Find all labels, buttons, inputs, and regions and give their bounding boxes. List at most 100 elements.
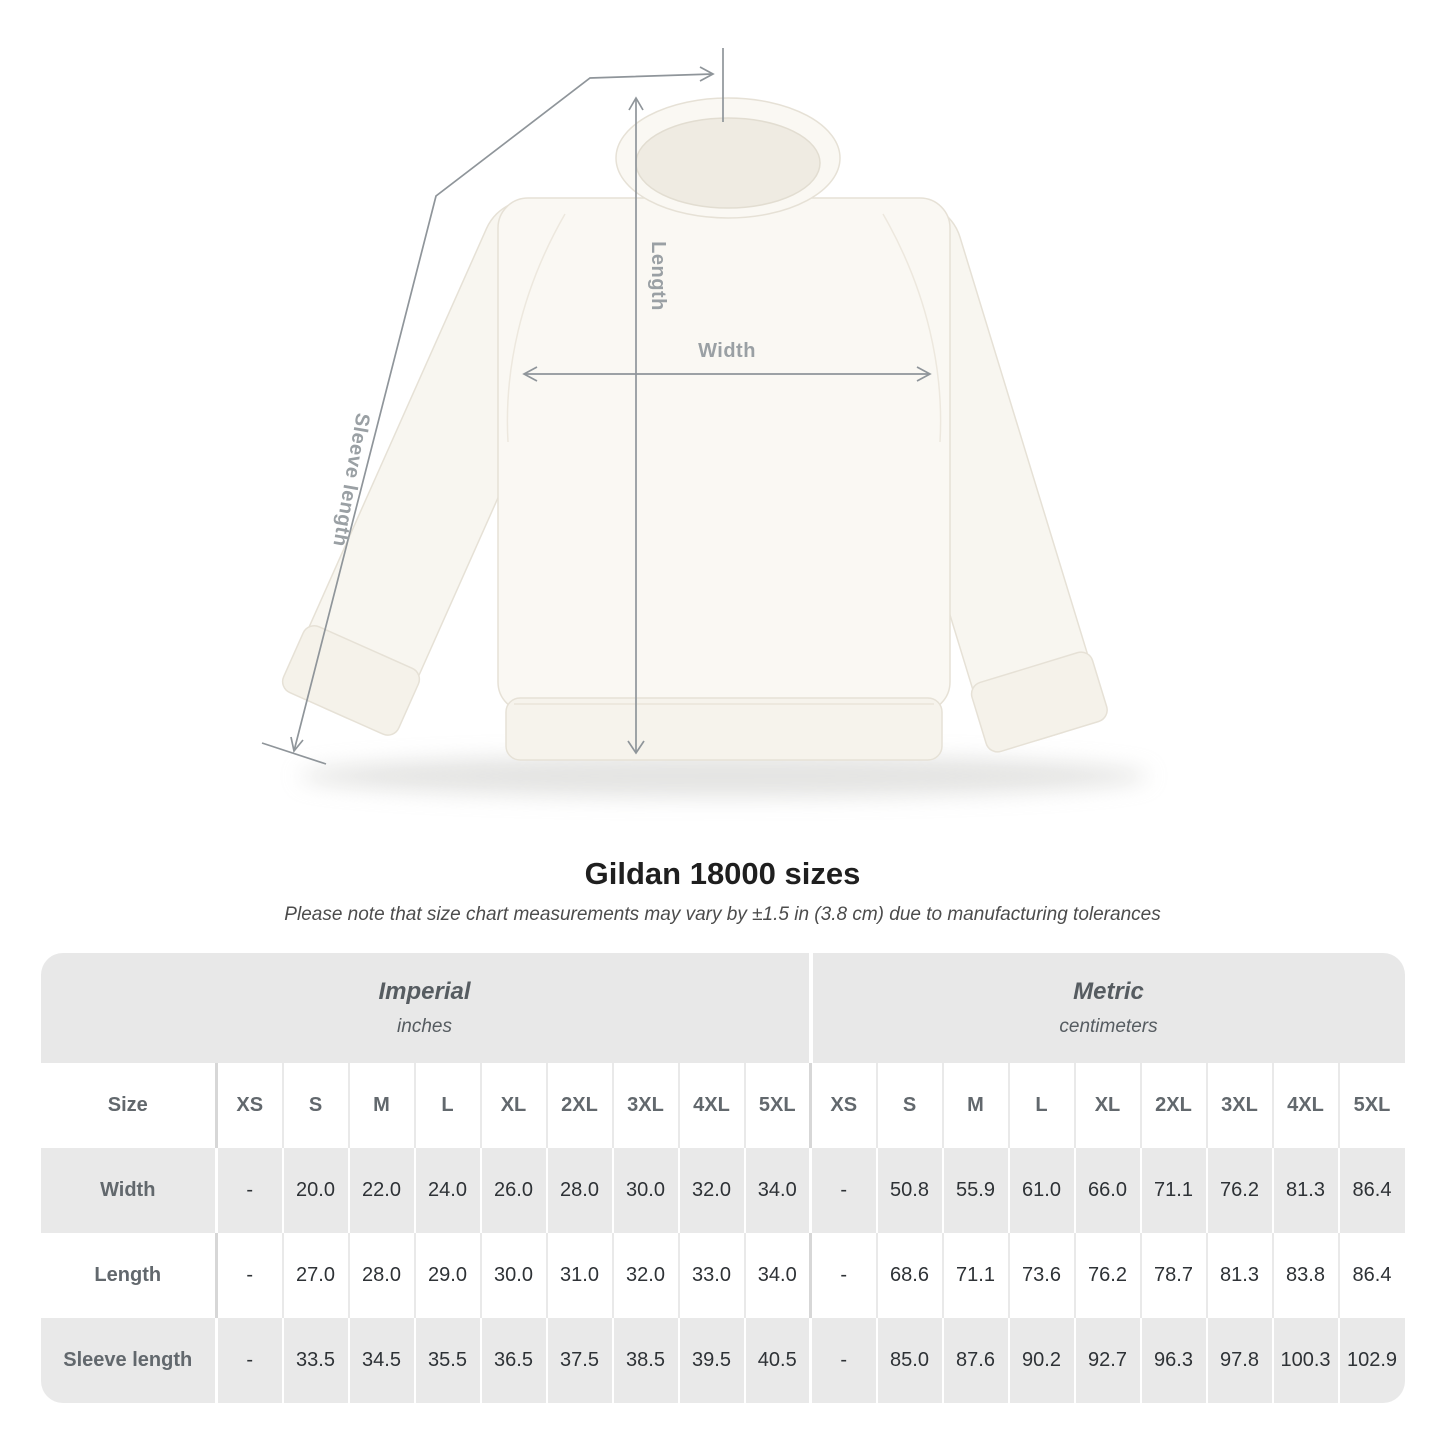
metric-system-label: Metric (1073, 978, 1144, 1005)
sweatshirt-measurement-diagram: Length Width Sleeve length (261, 48, 1149, 797)
value-cell: 30.0 (479, 1233, 547, 1318)
tolerance-note: Please note that size chart measurements… (284, 904, 1161, 925)
value-cell: 81.3 (1271, 1148, 1339, 1233)
value-cell: 37.5 (545, 1318, 613, 1403)
size-column-header: M (941, 1063, 1009, 1148)
value-cell: 36.5 (479, 1318, 547, 1403)
value-cell: 35.5 (413, 1318, 481, 1403)
size-column-header: 4XL (677, 1063, 745, 1148)
right-armhole-seam (882, 213, 942, 443)
length-label: Length (647, 241, 669, 311)
value-cell: 78.7 (1139, 1233, 1207, 1318)
value-cell: 86.4 (1337, 1148, 1405, 1233)
unit-header-row: Imperial inches Metric centimeters (40, 953, 1405, 1063)
value-cell: 76.2 (1073, 1233, 1141, 1318)
value-cell: 102.9 (1337, 1318, 1405, 1403)
value-cell: 31.0 (545, 1233, 613, 1318)
value-cell: - (215, 1233, 283, 1318)
measurement-lines (261, 48, 932, 765)
size-column-header: S (281, 1063, 349, 1148)
size-column-header: 3XL (611, 1063, 679, 1148)
size-column-header: L (1007, 1063, 1075, 1148)
value-cell: 87.6 (941, 1318, 1009, 1403)
length-measure-line (627, 96, 645, 755)
value-cell: - (215, 1318, 283, 1403)
row-label: Length (40, 1233, 217, 1318)
size-column-header: 3XL (1205, 1063, 1273, 1148)
value-cell: 34.0 (743, 1233, 811, 1318)
value-cell: 86.4 (1337, 1233, 1405, 1318)
value-cell: 24.0 (413, 1148, 481, 1233)
sleeve-measure-line (261, 48, 724, 765)
value-cell: 38.5 (611, 1318, 679, 1403)
size-header-row: Size XS S M L XL 2XL 3XL 4XL 5XL XS S M L XL 2XL 3XL 4XL… (40, 1063, 1405, 1148)
value-cell: 29.0 (413, 1233, 481, 1318)
value-cell: - (215, 1148, 283, 1233)
table-row: Sleeve length -33.5 34.5 35.5 36.5 37.5 38.5 39… (40, 1318, 1405, 1403)
size-diagram-figure: Length Width Sleeve length (261, 48, 1149, 797)
value-cell: 61.0 (1007, 1148, 1075, 1233)
value-cell: 40.5 (743, 1318, 811, 1403)
value-cell: 33.5 (281, 1318, 349, 1403)
value-cell: 90.2 (1007, 1318, 1075, 1403)
garment-shadow (299, 755, 1149, 797)
size-column-header: 2XL (1139, 1063, 1207, 1148)
size-column-header: XS (809, 1063, 877, 1148)
size-column-header: 5XL (743, 1063, 811, 1148)
value-cell: 33.0 (677, 1233, 745, 1318)
size-column-header: M (347, 1063, 415, 1148)
value-cell: - (809, 1318, 877, 1403)
value-cell: 100.3 (1271, 1318, 1339, 1403)
value-cell: 34.0 (743, 1148, 811, 1233)
value-cell: 68.6 (875, 1233, 943, 1318)
imperial-unit-label: inches (397, 1016, 452, 1037)
value-cell: 27.0 (281, 1233, 349, 1318)
left-armhole-seam (506, 213, 566, 443)
sweatshirt-illustration (281, 97, 1108, 761)
value-cell: 55.9 (941, 1148, 1009, 1233)
size-column-header: XS (215, 1063, 283, 1148)
page-title: Gildan 18000 sizes (584, 856, 861, 891)
value-cell: 71.1 (941, 1233, 1009, 1318)
value-cell: 26.0 (479, 1148, 547, 1233)
width-measure-line (522, 366, 932, 382)
size-column-header: XL (479, 1063, 547, 1148)
collar-opening (635, 117, 821, 209)
size-column-header: 2XL (545, 1063, 613, 1148)
size-column-header: L (413, 1063, 481, 1148)
value-cell: 92.7 (1073, 1318, 1141, 1403)
value-cell: 30.0 (611, 1148, 679, 1233)
value-cell: 66.0 (1073, 1148, 1141, 1233)
value-cell: 34.5 (347, 1318, 415, 1403)
value-cell: 97.8 (1205, 1318, 1273, 1403)
value-cell: 83.8 (1271, 1233, 1339, 1318)
value-cell: 76.2 (1205, 1148, 1273, 1233)
value-cell: 22.0 (347, 1148, 415, 1233)
value-cell: 50.8 (875, 1148, 943, 1233)
value-cell: 20.0 (281, 1148, 349, 1233)
imperial-system-label: Imperial (378, 978, 471, 1005)
table-row: Length -27.0 28.0 29.0 30.0 31.0 32.0 33.0 34.0-… (40, 1233, 1405, 1318)
value-cell: 39.5 (677, 1318, 745, 1403)
value-cell: 96.3 (1139, 1318, 1207, 1403)
torso (497, 197, 951, 713)
table-row: Width -20.0 22.0 24.0 26.0 28.0 30.0 32.0 34.0-5… (40, 1148, 1405, 1233)
size-column-header: XL (1073, 1063, 1141, 1148)
hem-band (505, 697, 943, 761)
value-cell: 32.0 (611, 1233, 679, 1318)
width-label: Width (698, 340, 756, 362)
value-cell: 71.1 (1139, 1148, 1207, 1233)
value-cell: 81.3 (1205, 1233, 1273, 1318)
value-cell: 28.0 (347, 1233, 415, 1318)
value-cell: 32.0 (677, 1148, 745, 1233)
right-cuff (970, 651, 1108, 753)
size-column-header: 4XL (1271, 1063, 1339, 1148)
value-cell: 28.0 (545, 1148, 613, 1233)
size-column-header: S (875, 1063, 943, 1148)
size-column-header: 5XL (1337, 1063, 1405, 1148)
value-cell: 85.0 (875, 1318, 943, 1403)
value-cell: 73.6 (1007, 1233, 1075, 1318)
left-cuff (281, 625, 421, 736)
row-label: Width (40, 1148, 217, 1233)
value-cell: - (809, 1148, 877, 1233)
